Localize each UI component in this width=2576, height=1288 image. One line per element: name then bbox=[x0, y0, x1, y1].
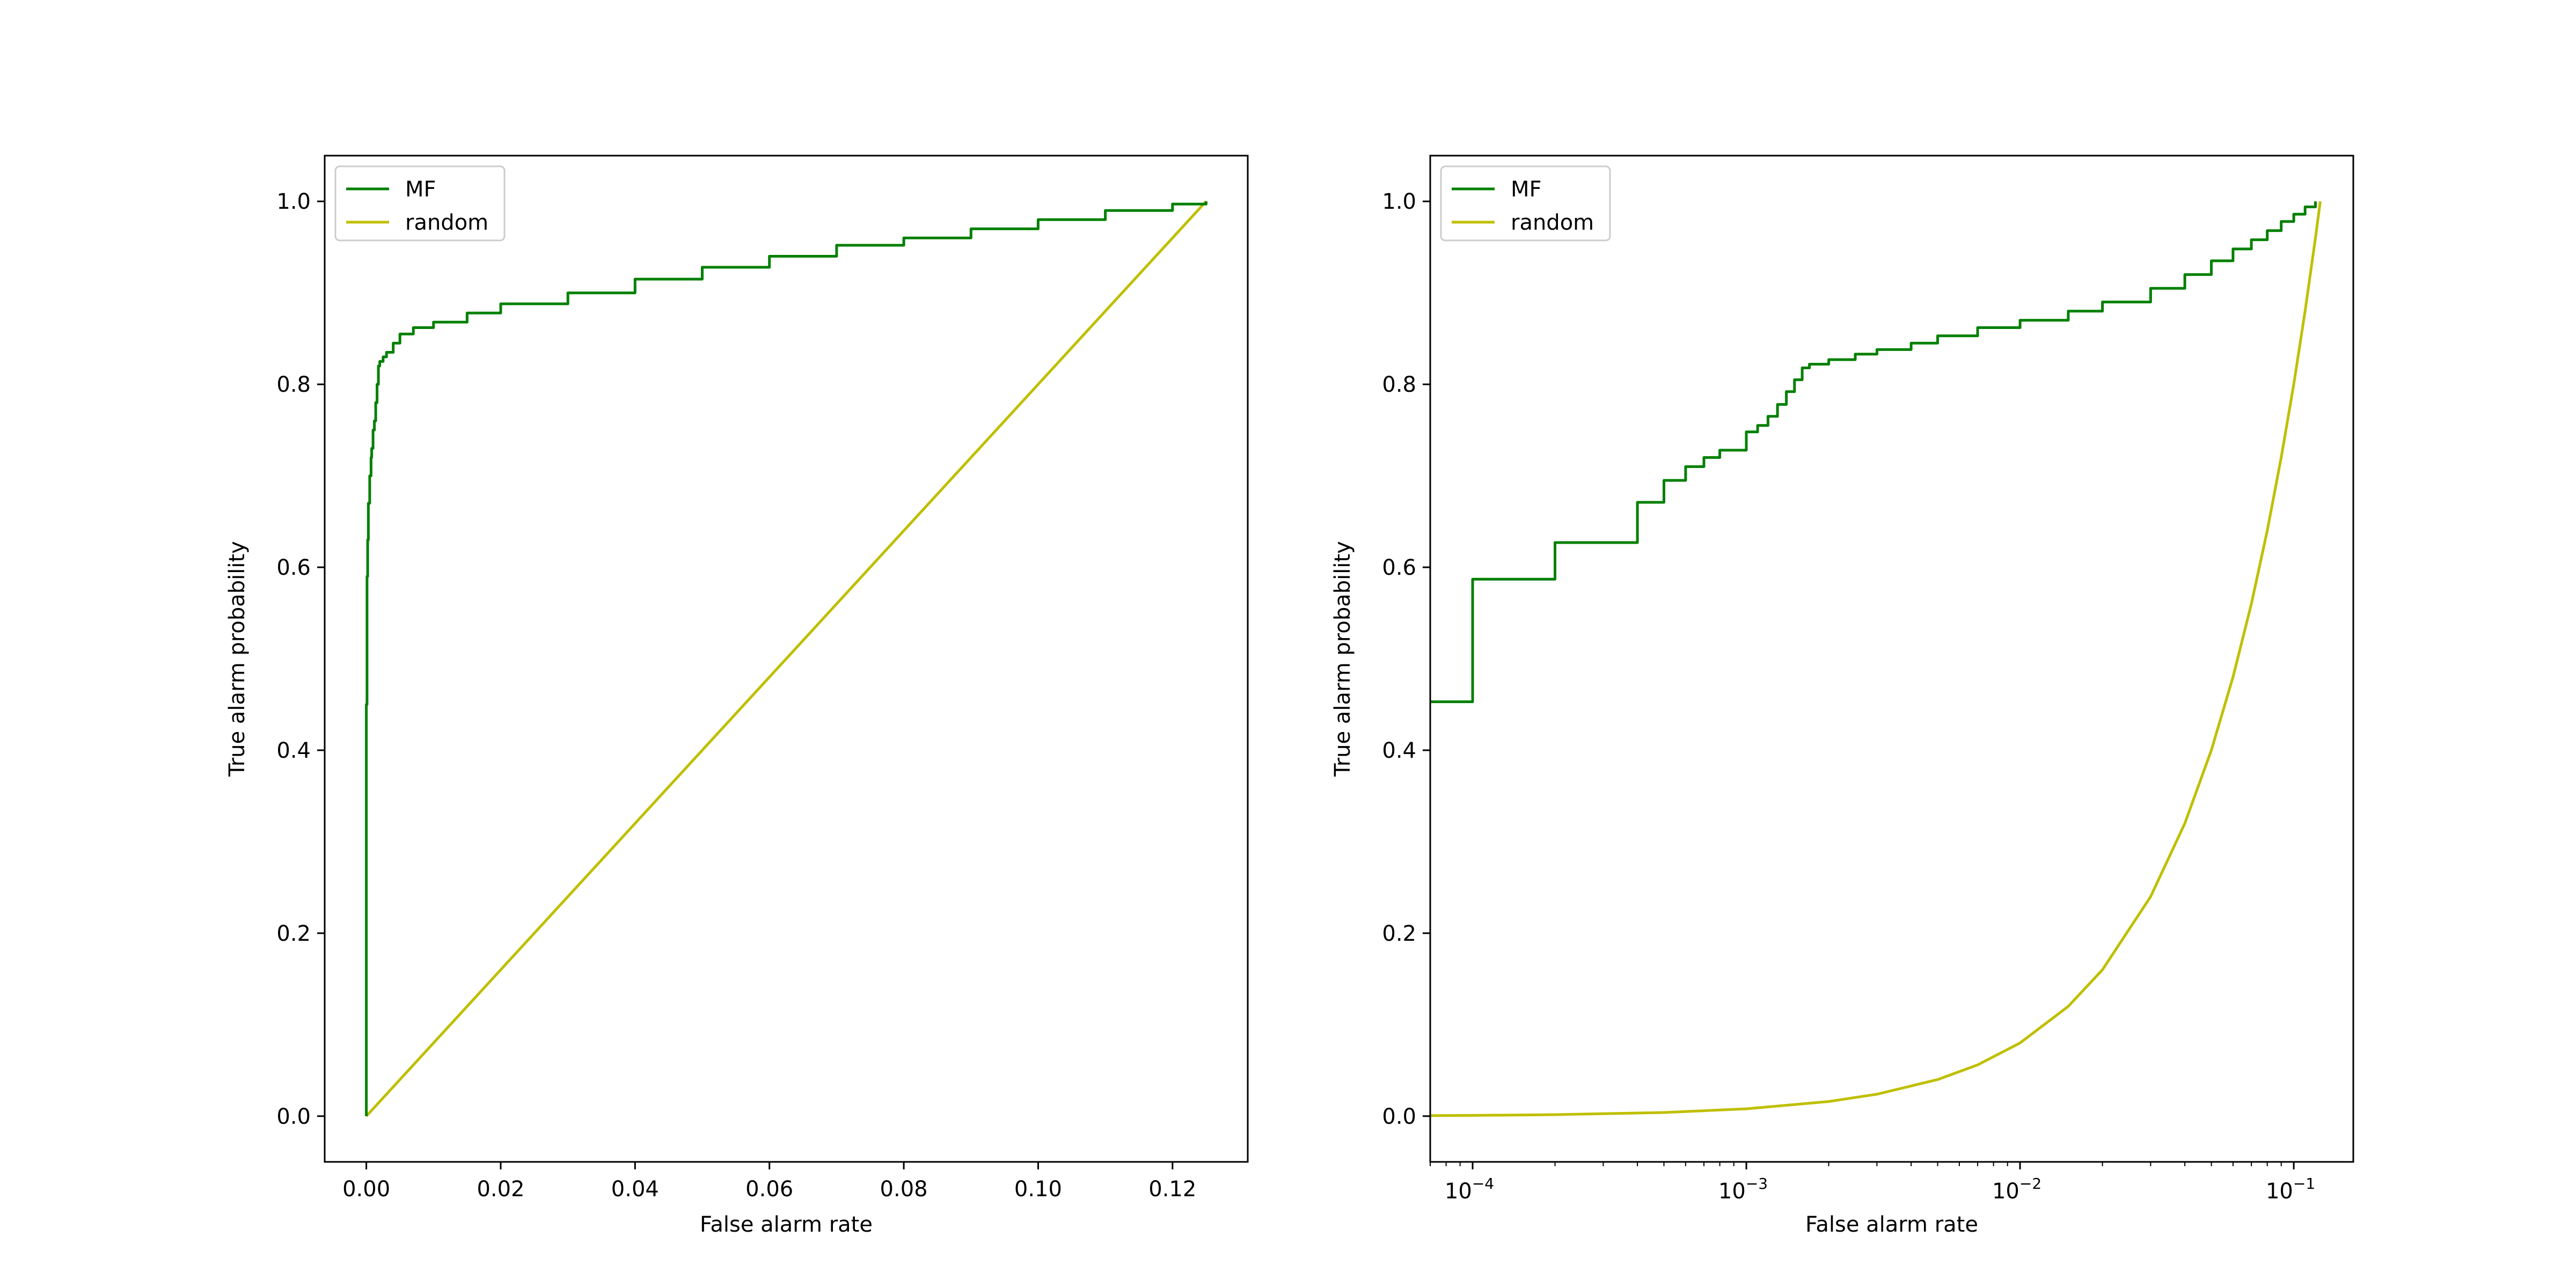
legend-label-mf: MF bbox=[1511, 177, 1542, 202]
x-tick-label: 10−1 bbox=[2266, 1175, 2315, 1204]
x-tick-label: 10−4 bbox=[1445, 1175, 1494, 1204]
plot-frame bbox=[1429, 155, 2354, 1163]
x-tick-label: 0.08 bbox=[880, 1177, 928, 1202]
y-tick-label: 0.2 bbox=[1382, 921, 1416, 946]
y-tick-label: 1.0 bbox=[1382, 189, 1416, 214]
y-tick-label: 0.0 bbox=[276, 1104, 311, 1129]
series-line-mf bbox=[365, 201, 1208, 1116]
legend-label-mf: MF bbox=[405, 177, 436, 202]
series-line-random bbox=[1430, 201, 2322, 1117]
x-tick-label: 10−3 bbox=[1718, 1175, 1768, 1204]
x-tick-label: 0.04 bbox=[611, 1177, 659, 1202]
x-tick-label: 0.02 bbox=[477, 1177, 524, 1202]
x-tick-label: 0.00 bbox=[342, 1177, 390, 1202]
y-axis-label: True alarm probability bbox=[1330, 541, 1355, 777]
legend-label-random: random bbox=[405, 210, 488, 235]
legend: MF random bbox=[334, 165, 506, 241]
x-axis-label: False alarm rate bbox=[1805, 1212, 1978, 1237]
chart-panel-1: 0.0 0.2 0.4 0.6 0.8 1.0 0.00 0.02 0.04 0.06 0.08 0.… bbox=[225, 155, 1249, 1237]
y-tick-label: 0.8 bbox=[276, 372, 311, 397]
x-tick-label: 0.06 bbox=[745, 1177, 793, 1202]
x-tick-label: 0.12 bbox=[1148, 1177, 1196, 1202]
chart-panel-2: 0.0 0.2 0.4 0.6 0.8 1.0 10−4 10−3 10−2 10−1 False … bbox=[1330, 155, 2354, 1237]
y-tick-label: 0.6 bbox=[1382, 555, 1416, 580]
legend: MF random bbox=[1440, 165, 1611, 241]
series-group bbox=[365, 200, 1208, 1117]
plot-frame bbox=[324, 155, 1249, 1163]
series-line-random bbox=[365, 200, 1208, 1117]
y-tick-label: 0.8 bbox=[1382, 372, 1416, 397]
series-line-mf bbox=[1430, 201, 2317, 704]
y-axis-label: True alarm probability bbox=[225, 541, 250, 777]
y-tick-label: 0.2 bbox=[276, 921, 311, 946]
x-axis-label: False alarm rate bbox=[700, 1212, 873, 1237]
y-tick-label: 0.0 bbox=[1382, 1104, 1416, 1129]
y-tick-label: 0.4 bbox=[1382, 738, 1416, 763]
x-tick-label: 0.10 bbox=[1014, 1177, 1062, 1202]
legend-label-random: random bbox=[1511, 210, 1594, 235]
series-group bbox=[1430, 201, 2322, 1117]
y-tick-label: 0.4 bbox=[276, 738, 311, 763]
y-tick-label: 1.0 bbox=[276, 189, 311, 214]
x-tick-label: 10−2 bbox=[1992, 1175, 2041, 1204]
y-tick-label: 0.6 bbox=[276, 555, 311, 580]
